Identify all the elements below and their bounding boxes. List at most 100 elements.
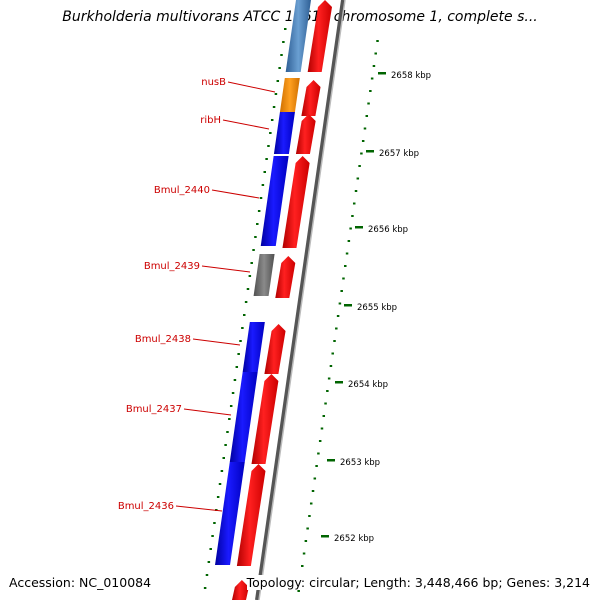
gc-tick [244,301,248,303]
topology-text: Topology: circular; Length: 3,448,466 bp… [246,575,590,590]
gc-tick [340,290,343,292]
kbp-label: 2654 kbp [348,380,388,390]
gc-tick [272,106,276,108]
kbp-scale: 2658 kbp 2657 kbp 2656 kbp 2655 kbp 2654 kbp… [321,71,431,544]
gene-label-layer: nusB ribH Bmul_2440 Bmul_2439 Bmul_2438 Bmul_… [118,77,276,512]
gene-label: Bmul_2439 [144,261,200,272]
gc-tick [344,265,347,267]
reverse-gene-block [279,78,300,112]
gc-tick [233,379,237,381]
gc-tick [278,67,281,69]
gc-tick [203,587,207,589]
gc-tick [308,515,311,517]
gc-tick [241,327,244,329]
gc-tick [374,52,377,55]
gc-tick [365,115,369,117]
backbone-line [255,0,345,600]
gc-tick [254,236,257,238]
gc-tick [218,483,222,485]
gc-tick [315,465,318,467]
reverse-gene-block [285,0,311,72]
gc-tick [361,140,365,142]
kbp-tick [366,150,374,153]
gc-tick [336,315,340,317]
forward-gene-block [295,114,316,154]
gene-leader-line [222,119,270,130]
forward-gene-block [236,464,266,566]
gc-tick [228,418,231,420]
gc-tick [342,277,345,280]
kbp-label: 2652 kbp [334,534,374,544]
gc-tick [216,496,220,498]
gc-tick [301,565,304,567]
gc-tick [322,415,326,417]
gc-tick [280,54,283,56]
kbp-label: 2657 kbp [379,149,419,159]
gc-tick [250,262,253,264]
forward-gene-block [251,374,279,464]
gc-tick [213,522,216,524]
gc-tick [224,444,227,446]
gc-tick [211,535,214,537]
kbp-tick [327,459,335,462]
gc-tick [259,197,263,199]
gc-tick [265,158,268,160]
gene-leader-line [211,189,260,199]
gc-tick [369,90,372,92]
backbone-highlight [258,0,346,600]
gc-tick [317,452,320,455]
gc-tick [267,145,270,147]
gc-tick [370,77,374,80]
forward-gene-block [275,256,296,298]
gc-tick [239,340,242,342]
forward-gene-block [307,0,332,72]
gene-leader-line [201,265,251,273]
gc-tick [311,490,315,492]
gc-tick [352,202,356,205]
gc-tick [257,210,261,212]
gc-tick [309,502,313,505]
gene-track [215,0,332,600]
kbp-tick [378,72,386,75]
gc-tick [324,402,327,405]
gc-tick [270,119,274,121]
gc-tick [376,40,379,42]
gene-leader-line [192,338,241,346]
reverse-gene-block [229,372,258,462]
gene-leader-line [175,505,223,512]
reverse-gene-block [242,322,265,372]
reverse-gene-block [215,462,245,565]
gc-tick [360,152,363,155]
gc-tick [326,390,329,392]
forward-gene-block [264,324,286,374]
kbp-tick [355,226,363,229]
gc-tick [269,132,272,134]
gc-tick [345,252,349,255]
gc-tick [320,427,324,430]
gc-tick [209,548,212,550]
gene-label: ribH [200,115,221,126]
gc-tick [297,590,300,592]
gc-tick [351,215,354,217]
gc-tick [222,457,225,459]
gene-label: Bmul_2436 [118,501,174,512]
gene-leader-line [227,81,276,93]
kbp-label: 2658 kbp [391,71,431,81]
gc-tick [274,93,278,95]
gc-skew-track [203,28,379,592]
gc-tick [367,102,370,105]
gc-tick [235,366,239,368]
gc-tick [363,127,367,130]
kbp-label: 2653 kbp [340,458,380,468]
gc-tick [252,249,255,251]
gc-tick [327,377,331,380]
gene-label: Bmul_2438 [135,334,191,345]
backbone-track [255,0,346,600]
gc-tick [358,165,361,167]
gc-tick [347,240,351,242]
kbp-tick [335,381,343,384]
gc-tick [335,327,338,330]
gc-tick [282,41,285,43]
gc-tick [331,352,334,355]
